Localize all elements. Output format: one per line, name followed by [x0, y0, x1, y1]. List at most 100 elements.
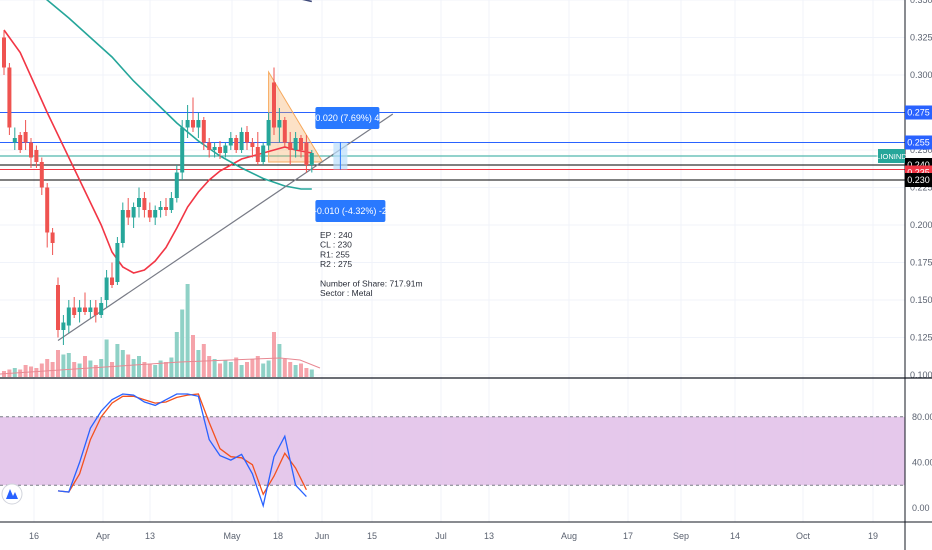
candle-body [12, 138, 17, 143]
time-tick: 14 [730, 531, 740, 541]
oscillator-tick: 40.00 [912, 457, 932, 467]
candle-body [282, 120, 287, 143]
oscillator-pane: 80.00 40.00 0.00 [0, 393, 932, 513]
volume-bar [147, 363, 152, 377]
price-tag-label: LIONIND [876, 152, 907, 161]
volume-bar [88, 360, 93, 377]
trade-note-line: R2 : 275 [320, 259, 352, 269]
candle-body [164, 207, 168, 210]
volume-bar [180, 309, 185, 377]
oscillator-d-line [57, 393, 307, 496]
candle-body [131, 207, 136, 218]
trade-note-line: EP : 240 [320, 230, 353, 240]
price-tick: 0.325 [910, 33, 932, 43]
volume-ma-line [0, 357, 321, 375]
candle-body [104, 277, 109, 300]
oscillator-tick: 80.00 [912, 412, 932, 422]
candle-body [288, 142, 293, 150]
trade-note-line: CL : 230 [320, 240, 352, 250]
candle-body [158, 207, 163, 210]
candle-body [245, 132, 249, 143]
candle-body [120, 210, 125, 243]
price-tick: 0.350 [910, 0, 932, 5]
candle-body [239, 132, 244, 150]
volume-bar [207, 356, 212, 377]
volume-bar [142, 362, 147, 377]
time-tick: 15 [367, 531, 377, 541]
candle-body [77, 307, 82, 312]
measure-label: -0.010 (-4.32%) -2 [314, 206, 387, 216]
trade-note-line: Sector : Metal [320, 288, 373, 298]
candle-body [56, 285, 60, 330]
price-tick: 0.300 [910, 70, 932, 80]
candle-body [250, 142, 255, 147]
volume-bar [191, 335, 195, 377]
volume-bar [288, 362, 293, 377]
price-tick: 0.250 [910, 145, 932, 155]
volume-bar [185, 284, 190, 377]
candle-body [99, 303, 104, 315]
candle-body [45, 187, 50, 233]
trade-note-line: Number of Share: 717.91m [320, 279, 423, 289]
volume-bar [104, 339, 109, 377]
time-axis[interactable]: 16 Apr 13 May 18 Jun 15 Jul 13 Aug 17 Sep 14 Oct 19 [29, 531, 878, 541]
volume-bar [137, 356, 141, 377]
candle-body [7, 67, 12, 128]
candle-body [234, 138, 239, 150]
time-tick: 17 [623, 531, 633, 541]
candle-body [72, 307, 77, 315]
measure-label: 0.020 (7.69%) 4 [315, 113, 379, 123]
candle-body [309, 153, 314, 165]
candle-body [272, 82, 276, 128]
candle-body [34, 150, 39, 162]
volume-bar [223, 360, 228, 377]
candle-body [61, 322, 66, 330]
volume-bar [45, 359, 50, 377]
volume-bar [277, 344, 282, 377]
volume-bar [293, 365, 298, 377]
horizontal-levels [0, 112, 905, 181]
time-tick: Sep [673, 531, 689, 541]
candle-body [147, 210, 152, 218]
volume-bar [34, 368, 39, 377]
volume-bar [239, 365, 244, 377]
price-tick: 0.125 [910, 333, 932, 343]
time-tick: 13 [145, 531, 155, 541]
oscillator-tick: 0.00 [912, 503, 930, 513]
volume-bar [110, 362, 114, 377]
candle-body [169, 198, 174, 210]
volume-bar [299, 363, 303, 377]
volume-bar [255, 356, 260, 377]
time-tick: Jun [315, 531, 330, 541]
price-tick: 0.100 [910, 370, 932, 380]
time-tick: Apr [96, 531, 110, 541]
volume-bar [164, 362, 168, 377]
volume-bar [115, 344, 120, 377]
candle-body [115, 243, 120, 282]
volume-bar [201, 344, 206, 377]
annotations: 0.020 (7.69%) 4 -0.010 (-4.32%) -2 [314, 107, 387, 222]
candle-body [223, 145, 228, 153]
candle-body [261, 145, 266, 162]
candle-body [196, 120, 201, 128]
time-tick: Oct [796, 531, 811, 541]
candles [2, 30, 314, 345]
volume-bars [0, 284, 321, 377]
candle-body [255, 147, 260, 162]
volume-bar [158, 360, 163, 377]
candle-body [207, 142, 212, 150]
volume-bar [282, 359, 287, 377]
volume-bar [18, 369, 23, 377]
volume-bar [39, 363, 44, 377]
candle-body [39, 162, 44, 188]
candle-body [142, 198, 147, 210]
volume-bar [83, 356, 87, 377]
tradingview-logo[interactable] [1, 483, 23, 505]
candle-body [218, 147, 222, 153]
candle-body [228, 138, 233, 146]
volume-bar [56, 350, 60, 377]
volume-bar [50, 362, 55, 377]
